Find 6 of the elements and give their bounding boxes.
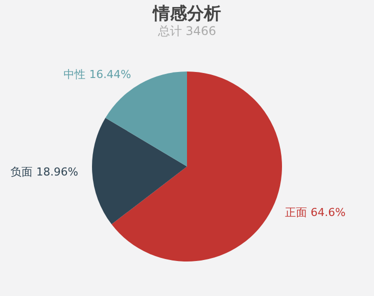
slice-label: 中性 16.44% — [64, 68, 132, 82]
slice-label: 正面 64.6% — [285, 206, 346, 219]
chart-subtitle: 总计 3466 — [156, 24, 216, 38]
slice-label: 负面 18.96% — [10, 166, 78, 179]
pie-slice — [92, 118, 187, 224]
chart-title: 情感分析 — [152, 4, 221, 24]
